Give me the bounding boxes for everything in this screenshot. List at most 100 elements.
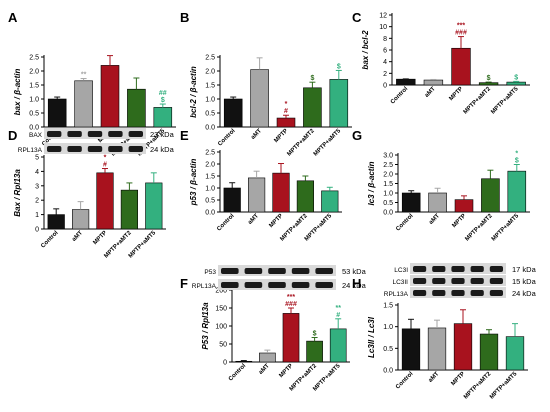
significance-mark: ## bbox=[159, 90, 167, 97]
x-tick-label: aMT bbox=[258, 363, 271, 376]
bar-mptp-amt5 bbox=[321, 190, 339, 213]
x-tick-label: MPTP+aMT5 bbox=[490, 86, 520, 116]
bar-mptp-amt5 bbox=[505, 336, 525, 371]
y-tick-label: 200 bbox=[215, 288, 227, 295]
x-tick-label: MPTP+aMT5 bbox=[491, 213, 521, 243]
x-tick-label: MPTP bbox=[92, 230, 108, 246]
blot-band bbox=[87, 131, 103, 137]
y-tick-label: 3 bbox=[35, 183, 39, 190]
x-tick-label: aMT bbox=[428, 371, 441, 384]
x-tick-label: MPTP+aMT5 bbox=[313, 128, 343, 158]
y-tick-label: 50 bbox=[219, 342, 227, 349]
bar-mptp-amt5 bbox=[145, 182, 163, 230]
x-tick-label: aMT bbox=[428, 213, 441, 226]
bar-mptp-amt5 bbox=[506, 81, 526, 86]
y-tick-label: 1.5 bbox=[383, 181, 393, 188]
x-tick-label: Control bbox=[228, 363, 248, 383]
y-axis-label: P53 / Rpl13a bbox=[201, 302, 210, 350]
blot-band bbox=[221, 282, 239, 288]
blot-band bbox=[315, 282, 333, 288]
significance-mark: $ bbox=[487, 75, 491, 82]
blot-band bbox=[489, 278, 503, 284]
significance-mark: *** bbox=[457, 23, 465, 30]
bar-control bbox=[223, 187, 241, 213]
blot-band bbox=[451, 266, 465, 272]
x-tick-label: MPTP bbox=[278, 363, 294, 379]
blot-band bbox=[47, 146, 62, 152]
significance-mark: # bbox=[336, 312, 340, 319]
significance-mark: *** bbox=[287, 294, 295, 301]
y-tick-label: 2 bbox=[383, 71, 387, 78]
blot-band bbox=[489, 290, 503, 296]
bar-mptp bbox=[96, 172, 114, 230]
y-tick-label: 0.5 bbox=[383, 200, 393, 207]
blot-band bbox=[315, 268, 333, 274]
bar-amt bbox=[428, 192, 447, 213]
significance-mark: * bbox=[515, 151, 518, 158]
y-tick-label: 8 bbox=[383, 36, 387, 43]
panel-letter: C bbox=[352, 10, 362, 25]
blot-band bbox=[47, 131, 62, 137]
y-tick-label: 0 bbox=[223, 360, 227, 367]
y-tick-label: 0.0 bbox=[205, 125, 215, 132]
blot-band bbox=[432, 290, 446, 296]
y-tick-label: 0 bbox=[383, 83, 387, 90]
y-axis-label: Bax / Rpl13a bbox=[13, 169, 22, 217]
x-tick-label: Control bbox=[40, 230, 60, 250]
significance-mark: $ bbox=[515, 158, 519, 165]
x-tick-label: aMT bbox=[71, 230, 84, 243]
blot-band bbox=[244, 268, 263, 274]
panel-letter: D bbox=[8, 128, 17, 143]
panel-letter: H bbox=[352, 276, 361, 291]
blot-band bbox=[432, 266, 446, 272]
significance-mark: ### bbox=[285, 301, 297, 308]
blot-band bbox=[87, 146, 103, 152]
y-tick-label: 1 bbox=[35, 212, 39, 219]
panel-letter: F bbox=[180, 276, 188, 291]
bar-mptp-amt2 bbox=[479, 333, 499, 371]
x-tick-label: Control bbox=[395, 371, 415, 391]
y-axis-label: lc3 / β-actin bbox=[367, 161, 376, 205]
blot-band bbox=[128, 131, 143, 137]
bar-amt bbox=[250, 69, 269, 128]
panel-letter: E bbox=[180, 128, 189, 143]
y-tick-label: 2.0 bbox=[205, 162, 215, 169]
y-tick-label: 2.5 bbox=[205, 55, 215, 62]
y-tick-label: 0.5 bbox=[205, 198, 215, 205]
y-tick-label: 5 bbox=[35, 155, 39, 162]
bar-mptp-amt2 bbox=[306, 340, 323, 363]
blot-kda: 24 kDa bbox=[342, 281, 367, 290]
panel-C: C 0 2 4 6 8 10 12 bax / bcl-2 Control aMT ***### MPT… bbox=[352, 10, 530, 116]
y-tick-label: 1.0 bbox=[29, 97, 39, 104]
significance-mark: * bbox=[285, 101, 288, 108]
panel-B: B 0.0 0.5 1.0 1.5 2.0 2.5 bcl-2 / β-actin Contro… bbox=[180, 10, 352, 158]
y-tick-label: 6 bbox=[383, 48, 387, 55]
y-tick-label: 2.5 bbox=[383, 162, 393, 169]
bar-mptp-amt2 bbox=[296, 180, 314, 213]
y-tick-label: 1.5 bbox=[205, 174, 215, 181]
y-tick-label: 1.0 bbox=[383, 191, 393, 198]
bar-amt bbox=[74, 80, 93, 128]
y-tick-label: 2.5 bbox=[29, 55, 39, 62]
y-tick-label: 2 bbox=[35, 198, 39, 205]
x-tick-label: MPTP+aMT2 bbox=[463, 86, 493, 116]
blot-band bbox=[470, 290, 484, 296]
blot-kda: 15 kDa bbox=[512, 277, 537, 286]
bar-control bbox=[47, 98, 67, 128]
blot-band bbox=[268, 268, 286, 274]
x-tick-label: aMT bbox=[247, 213, 260, 226]
blot-band bbox=[413, 266, 427, 272]
bar-control bbox=[47, 214, 65, 230]
y-tick-label: 0 bbox=[35, 227, 39, 234]
blot-band bbox=[221, 268, 239, 274]
blot-label: RPL13A bbox=[384, 291, 409, 298]
y-axis-label: bcl-2 / β-actin bbox=[189, 66, 198, 118]
blot-band bbox=[489, 266, 503, 272]
y-tick-label: 0.5 bbox=[29, 111, 39, 118]
bar-amt bbox=[248, 177, 266, 213]
bar-mptp bbox=[454, 199, 474, 213]
y-axis-label: bax / bcl-2 bbox=[361, 30, 370, 70]
y-tick-label: 1.0 bbox=[383, 324, 393, 331]
y-tick-label: 2.0 bbox=[29, 69, 39, 76]
